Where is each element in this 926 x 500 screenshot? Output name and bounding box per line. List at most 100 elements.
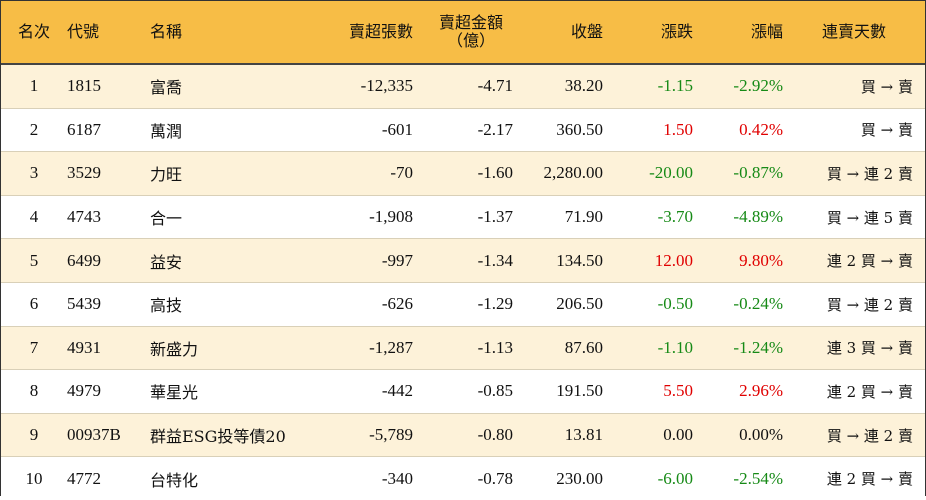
cell-sell-lots: -70: [316, 151, 413, 196]
header-name: 名稱: [150, 1, 316, 65]
cell-name: 萬潤: [150, 108, 316, 153]
header-change-pct: 漲幅: [693, 1, 783, 65]
header-streak: 連賣天數: [783, 1, 925, 65]
cell-code: 00937B: [67, 413, 150, 458]
cell-sell-lots: -442: [316, 369, 413, 414]
cell-close: 360.50: [513, 108, 603, 153]
cell-rank: 7: [1, 326, 67, 371]
cell-code: 4979: [67, 369, 150, 414]
cell-close: 230.00: [513, 456, 603, 500]
header-sell-amount-line2: （億）: [446, 31, 495, 50]
cell-name: 富喬: [150, 64, 316, 109]
cell-streak: 買 → 賣: [783, 108, 925, 153]
header-sell-amount: 賣超金額 （億）: [413, 1, 513, 65]
cell-code: 1815: [67, 64, 150, 109]
cell-streak: 買 → 連 5 賣: [783, 195, 925, 240]
cell-streak: 買 → 賣: [783, 64, 925, 109]
cell-sell-lots: -1,908: [316, 195, 413, 240]
cell-code: 4931: [67, 326, 150, 371]
table-body: 1 1815 富喬 -12,335 -4.71 38.20 -1.15 -2.92% 買 → 賣…: [1, 64, 925, 500]
cell-code: 6499: [67, 238, 150, 283]
cell-name: 台特化: [150, 456, 316, 500]
cell-close: 38.20: [513, 64, 603, 109]
cell-close: 2,280.00: [513, 151, 603, 196]
cell-change-pct: 9.80%: [693, 238, 783, 283]
header-rank: 名次: [1, 1, 67, 65]
cell-change: 1.50: [603, 108, 693, 153]
cell-sell-amount: -4.71: [413, 64, 513, 109]
cell-name: 力旺: [150, 151, 316, 196]
cell-name: 新盛力: [150, 326, 316, 371]
cell-change: -3.70: [603, 195, 693, 240]
cell-change-pct: 2.96%: [693, 369, 783, 414]
table-row[interactable]: 4 4743 合一 -1,908 -1.37 71.90 -3.70 -4.89% 買 → 連 …: [1, 195, 925, 240]
cell-close: 134.50: [513, 238, 603, 283]
cell-change-pct: -1.24%: [693, 326, 783, 371]
cell-name: 高技: [150, 282, 316, 327]
cell-streak: 買 → 連 2 賣: [783, 282, 925, 327]
cell-close: 87.60: [513, 326, 603, 371]
table-row[interactable]: 10 4772 台特化 -340 -0.78 230.00 -6.00 -2.54% 連 2 買…: [1, 456, 925, 500]
cell-change: -1.10: [603, 326, 693, 371]
cell-sell-lots: -5,789: [316, 413, 413, 458]
cell-change: -20.00: [603, 151, 693, 196]
header-sell-amount-line1: 賣超金額: [438, 12, 503, 32]
cell-change-pct: 0.42%: [693, 108, 783, 153]
cell-change-pct: -4.89%: [693, 195, 783, 240]
cell-code: 5439: [67, 282, 150, 327]
table-row[interactable]: 7 4931 新盛力 -1,287 -1.13 87.60 -1.10 -1.24% 連 3 買…: [1, 326, 925, 371]
cell-sell-amount: -1.13: [413, 326, 513, 371]
cell-change: -1.15: [603, 64, 693, 109]
cell-sell-lots: -340: [316, 456, 413, 500]
cell-sell-amount: -0.78: [413, 456, 513, 500]
cell-sell-lots: -1,287: [316, 326, 413, 371]
header-sell-lots: 賣超張數: [316, 1, 413, 65]
table-row[interactable]: 9 00937B 群益ESG投等債20 -5,789 -0.80 13.81 0.00 0.0…: [1, 413, 925, 458]
cell-streak: 連 3 買 → 賣: [783, 326, 925, 371]
cell-rank: 4: [1, 195, 67, 240]
table-row[interactable]: 5 6499 益安 -997 -1.34 134.50 12.00 9.80% 連 2 買 → …: [1, 238, 925, 283]
cell-sell-amount: -1.60: [413, 151, 513, 196]
cell-change-pct: -0.87%: [693, 151, 783, 196]
cell-streak: 連 2 買 → 賣: [783, 456, 925, 500]
cell-sell-lots: -601: [316, 108, 413, 153]
cell-name: 益安: [150, 238, 316, 283]
table-row[interactable]: 8 4979 華星光 -442 -0.85 191.50 5.50 2.96% 連 2 買 → …: [1, 369, 925, 414]
cell-rank: 6: [1, 282, 67, 327]
cell-streak: 連 2 買 → 賣: [783, 238, 925, 283]
table-row[interactable]: 6 5439 高技 -626 -1.29 206.50 -0.50 -0.24% 買 → 連 2…: [1, 282, 925, 327]
cell-name: 群益ESG投等債20: [150, 413, 316, 458]
header-change: 漲跌: [603, 1, 693, 65]
cell-streak: 連 2 買 → 賣: [783, 369, 925, 414]
cell-rank: 9: [1, 413, 67, 458]
cell-change: 0.00: [603, 413, 693, 458]
cell-sell-amount: -1.34: [413, 238, 513, 283]
table-header-row: 名次 代號 名稱 賣超張數 賣超金額 （億） 收盤 漲跌 漲幅 連賣天數: [1, 1, 925, 65]
cell-change: -0.50: [603, 282, 693, 327]
cell-sell-lots: -12,335: [316, 64, 413, 109]
table-row[interactable]: 1 1815 富喬 -12,335 -4.71 38.20 -1.15 -2.92% 買 → 賣: [1, 64, 925, 109]
cell-change: -6.00: [603, 456, 693, 500]
header-code: 代號: [67, 1, 150, 65]
cell-rank: 1: [1, 64, 67, 109]
cell-name: 合一: [150, 195, 316, 240]
cell-code: 4743: [67, 195, 150, 240]
cell-sell-amount: -0.85: [413, 369, 513, 414]
cell-rank: 3: [1, 151, 67, 196]
cell-close: 191.50: [513, 369, 603, 414]
cell-change: 5.50: [603, 369, 693, 414]
table-row[interactable]: 2 6187 萬潤 -601 -2.17 360.50 1.50 0.42% 買 → 賣: [1, 108, 925, 153]
cell-sell-lots: -997: [316, 238, 413, 283]
cell-rank: 5: [1, 238, 67, 283]
cell-change-pct: -2.54%: [693, 456, 783, 500]
header-close: 收盤: [513, 1, 603, 65]
cell-sell-lots: -626: [316, 282, 413, 327]
cell-code: 3529: [67, 151, 150, 196]
cell-streak: 買 → 連 2 賣: [783, 413, 925, 458]
cell-sell-amount: -2.17: [413, 108, 513, 153]
cell-rank: 2: [1, 108, 67, 153]
table-row[interactable]: 3 3529 力旺 -70 -1.60 2,280.00 -20.00 -0.87% 買 → 連…: [1, 151, 925, 196]
cell-change: 12.00: [603, 238, 693, 283]
